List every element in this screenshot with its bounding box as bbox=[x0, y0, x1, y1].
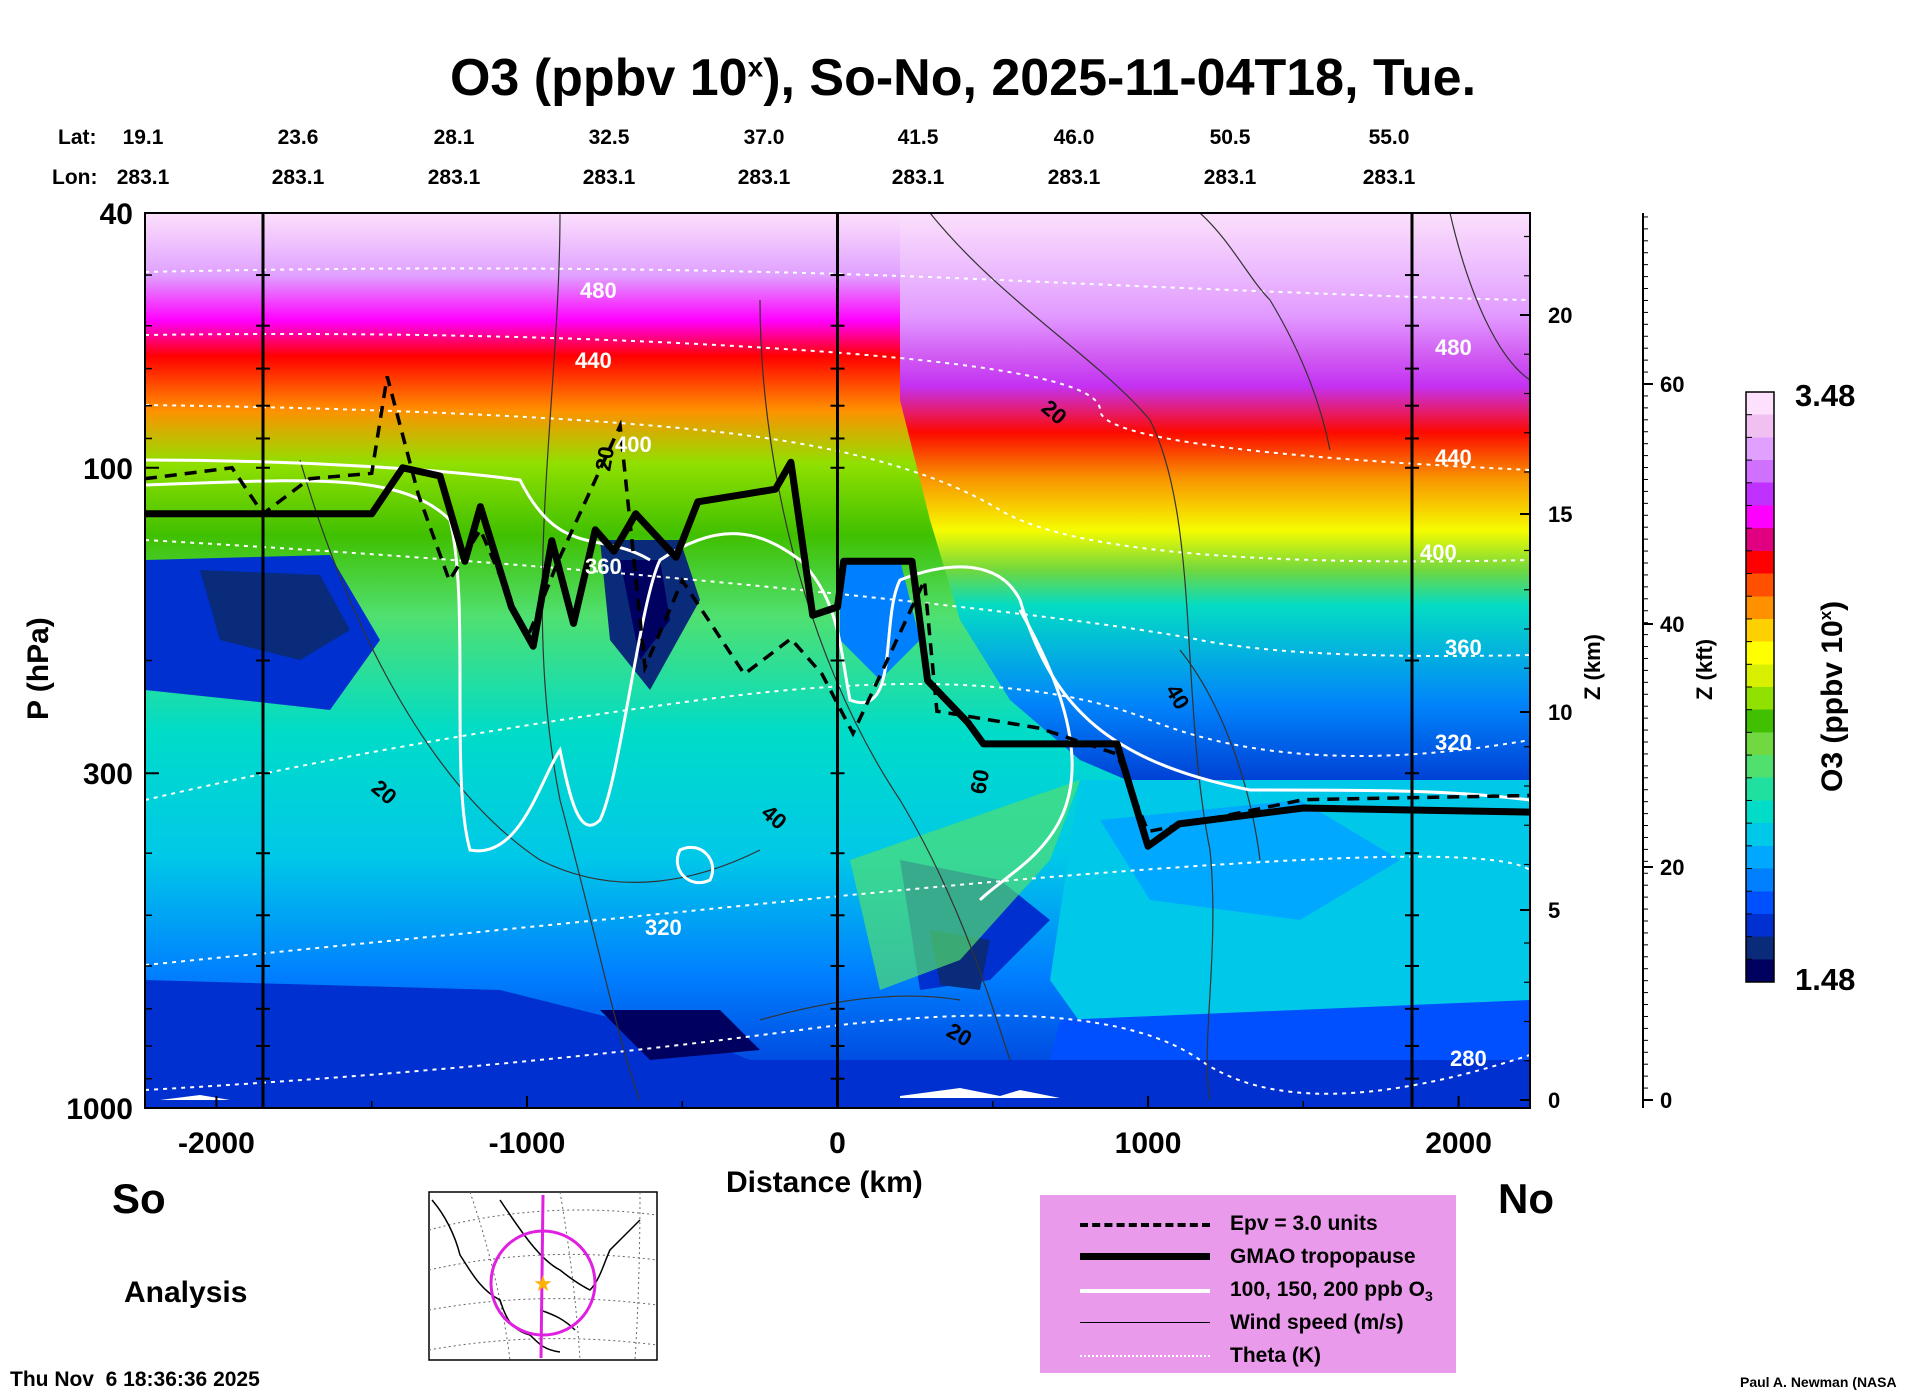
theta-label-480-left: 480 bbox=[580, 278, 617, 303]
z-kft-axis-label: Z (kft) bbox=[1692, 638, 1717, 700]
wind-label-60: 60 bbox=[965, 767, 994, 795]
x-tick-label: 1000 bbox=[1115, 1127, 1182, 1160]
z-kft-tick-label: 0 bbox=[1660, 1088, 1672, 1113]
theta-label-440-left: 440 bbox=[575, 348, 612, 373]
lon-label: Lon: bbox=[52, 166, 98, 189]
y-tick-label: 300 bbox=[83, 758, 133, 791]
z-km-axis-label: Z (km) bbox=[1580, 634, 1605, 700]
x-tick-label: -1000 bbox=[489, 1127, 566, 1160]
y-axis-label: P (hPa) bbox=[22, 617, 55, 720]
tropopause-line-group bbox=[145, 458, 1530, 850]
lat-value: 19.1 bbox=[122, 126, 164, 149]
x-axis-ticks: -2000 -1000 0 1000 2000 bbox=[178, 1096, 1492, 1160]
lat-value: 32.5 bbox=[588, 126, 630, 149]
legend-item-epv: Epv = 3.0 units bbox=[1040, 1207, 1456, 1240]
z-kft-tick-label: 40 bbox=[1660, 612, 1684, 637]
legend: Epv = 3.0 units GMAO tropopause 100, 150… bbox=[1040, 1195, 1456, 1373]
theta-label-360-left: 360 bbox=[585, 554, 622, 579]
y-axis-ticks: 40 100 300 1000 bbox=[66, 198, 159, 1126]
y-tick-label: 1000 bbox=[66, 1093, 133, 1126]
z-km-tick-label: 0 bbox=[1548, 1088, 1560, 1113]
lat-value: 55.0 bbox=[1368, 126, 1410, 149]
lon-value: 283.1 bbox=[116, 166, 170, 189]
theta-label-440-right: 440 bbox=[1435, 445, 1472, 470]
colorbar bbox=[1745, 391, 1775, 983]
legend-item-ozone: 100, 150, 200 ppb O3 bbox=[1040, 1273, 1456, 1306]
z-km-axis: 0 5 10 15 20 bbox=[1520, 235, 1572, 1113]
lat-label: Lat: bbox=[58, 126, 97, 149]
lat-value: 50.5 bbox=[1209, 126, 1251, 149]
z-kft-tick-label: 60 bbox=[1660, 372, 1684, 397]
epv-dashed-line bbox=[145, 375, 1530, 834]
lon-value: 283.1 bbox=[737, 166, 791, 189]
z-km-tick-label: 20 bbox=[1548, 303, 1572, 328]
lon-value: 283.1 bbox=[891, 166, 945, 189]
south-label: So bbox=[112, 1175, 166, 1222]
lon-value: 283.1 bbox=[1047, 166, 1101, 189]
z-km-tick-label: 10 bbox=[1548, 700, 1572, 725]
lon-value: 283.1 bbox=[427, 166, 481, 189]
gmao-tropopause-line bbox=[145, 458, 1530, 850]
lat-value: 28.1 bbox=[433, 126, 475, 149]
legend-item-wind: Wind speed (m/s) bbox=[1040, 1306, 1456, 1339]
map-star-icon: ★ bbox=[533, 1271, 553, 1296]
lon-value: 283.1 bbox=[582, 166, 636, 189]
location-map-inset: ★ bbox=[428, 1191, 658, 1361]
x-tick-label: -2000 bbox=[178, 1127, 255, 1160]
lat-value: 37.0 bbox=[743, 126, 785, 149]
vertical-reference-lines bbox=[256, 213, 1419, 1108]
theta-label-480-right: 480 bbox=[1435, 335, 1472, 360]
z-kft-axis: 0 20 40 60 bbox=[1643, 216, 1684, 1113]
lon-value: 283.1 bbox=[1362, 166, 1416, 189]
x-axis-label: Distance (km) bbox=[726, 1166, 923, 1199]
epv-line-group bbox=[145, 375, 1530, 834]
theta-label-400-right: 400 bbox=[1420, 540, 1457, 565]
lat-value: 46.0 bbox=[1053, 126, 1095, 149]
credit: Paul A. Newman (NASA bbox=[1740, 1374, 1897, 1390]
lat-value: 23.6 bbox=[277, 126, 319, 149]
colorbar-title: O3 (ppbv 10x) bbox=[1816, 600, 1849, 792]
theta-label-400-left: 400 bbox=[615, 432, 652, 457]
legend-item-tropopause: GMAO tropopause bbox=[1040, 1240, 1456, 1273]
lat-value: 41.5 bbox=[897, 126, 939, 149]
colorbar-min-label: 1.48 bbox=[1795, 962, 1856, 997]
ozone-ppb-contours bbox=[145, 458, 1530, 902]
theta-label-320-right: 320 bbox=[1435, 730, 1472, 755]
y-tick-label: 100 bbox=[83, 453, 133, 486]
timestamp: Thu Nov 6 18:36:36 2025 bbox=[10, 1368, 260, 1391]
z-km-tick-label: 5 bbox=[1548, 898, 1560, 923]
legend-item-theta: Theta (K) bbox=[1040, 1339, 1456, 1372]
x-tick-label: 0 bbox=[829, 1127, 846, 1160]
lon-value: 283.1 bbox=[1203, 166, 1257, 189]
chart-title: O3 (ppbv 10x), So-No, 2025-11-04T18, Tue… bbox=[449, 49, 1477, 107]
y-tick-label: 40 bbox=[100, 198, 133, 231]
colorbar-max-label: 3.48 bbox=[1795, 378, 1856, 413]
z-km-tick-label: 15 bbox=[1548, 502, 1572, 527]
map-track-line bbox=[539, 1194, 545, 1359]
wind-label-20-center: 20 bbox=[590, 444, 619, 472]
analysis-label: Analysis bbox=[124, 1276, 248, 1309]
theta-label-280-right: 280 bbox=[1450, 1046, 1487, 1071]
lon-value: 283.1 bbox=[271, 166, 325, 189]
z-kft-tick-label: 20 bbox=[1660, 855, 1684, 880]
theta-label-360-right: 360 bbox=[1445, 635, 1482, 660]
theta-label-320-left: 320 bbox=[645, 915, 682, 940]
north-label: No bbox=[1498, 1175, 1554, 1222]
x-tick-label: 2000 bbox=[1425, 1127, 1492, 1160]
